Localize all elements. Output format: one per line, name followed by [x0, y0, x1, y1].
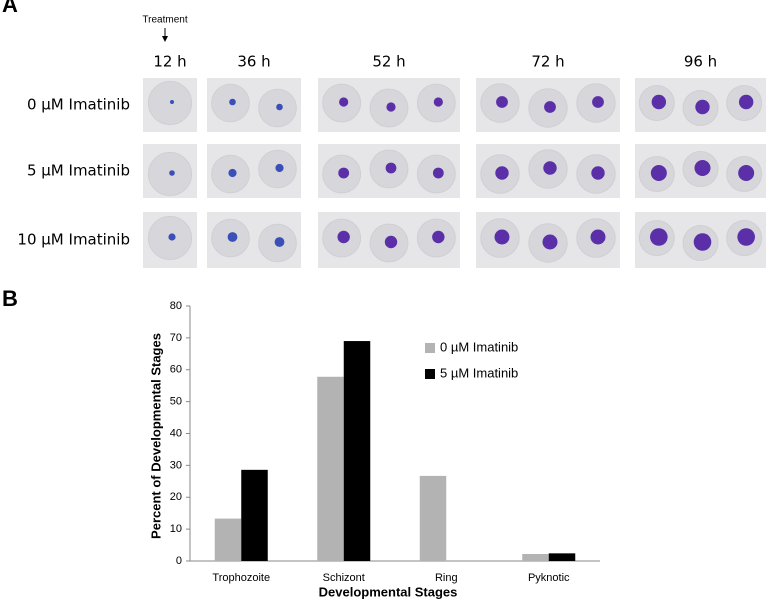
row-label: 5 µM Imatinib: [27, 162, 130, 180]
legend-swatch: [425, 369, 435, 379]
parasite: [227, 232, 238, 242]
parasite: [229, 98, 236, 106]
bar: [522, 553, 549, 561]
parasite: [542, 234, 558, 250]
y-tick-label: 40: [170, 427, 182, 439]
parasite: [169, 170, 175, 176]
y-tick-label: 80: [170, 300, 182, 312]
y-tick-label: 60: [170, 364, 182, 376]
parasite: [650, 228, 668, 246]
y-tick-label: 0: [176, 555, 182, 567]
panel-label: B: [2, 286, 18, 311]
parasite: [339, 97, 349, 107]
x-tick-label: Pyknotic: [528, 572, 570, 584]
y-tick-label: 30: [170, 459, 182, 471]
y-axis-label: Percent of Developmental Stages: [148, 333, 163, 539]
parasite: [228, 168, 237, 178]
legend-label: 0 µM Imatinib: [440, 339, 518, 354]
panel-label: A: [2, 0, 18, 17]
x-axis-label: Developmental Stages: [319, 584, 458, 599]
parasite: [738, 165, 755, 181]
column-label: 36 h: [237, 53, 270, 71]
y-tick-label: 20: [170, 491, 182, 503]
legend-swatch: [425, 343, 435, 353]
column-label: 72 h: [531, 53, 564, 71]
parasite: [495, 166, 509, 180]
row-label: 0 µM Imatinib: [27, 96, 130, 114]
parasite: [592, 96, 604, 108]
parasite: [337, 230, 350, 244]
x-tick-label: Trophozoite: [212, 572, 270, 584]
bar: [419, 475, 447, 561]
bar: [214, 518, 242, 561]
y-tick-label: 50: [170, 396, 182, 408]
row-label: 10 µM Imatinib: [17, 231, 130, 249]
parasite: [338, 167, 350, 179]
parasite: [384, 235, 398, 249]
parasite: [276, 103, 283, 111]
parasite: [432, 167, 444, 179]
x-tick-label: Ring: [435, 572, 458, 584]
parasite: [590, 229, 606, 245]
parasite: [494, 229, 510, 245]
parasite: [170, 100, 174, 104]
parasite: [496, 96, 508, 108]
y-tick-label: 10: [170, 523, 182, 535]
parasite: [432, 230, 445, 244]
parasite: [385, 162, 397, 174]
cell: [147, 80, 193, 126]
parasite: [651, 94, 667, 110]
parasite: [274, 237, 285, 247]
x-tick-label: Schizont: [323, 572, 365, 584]
bar: [548, 553, 576, 561]
parasite: [591, 166, 605, 180]
parasite: [694, 160, 711, 176]
parasite: [695, 99, 710, 115]
arrow-head: [162, 36, 168, 42]
parasite: [737, 228, 755, 246]
parasite: [386, 102, 396, 112]
legend-label: 5 µM Imatinib: [440, 365, 518, 380]
parasite: [168, 233, 176, 241]
parasite: [693, 233, 712, 251]
parasite: [433, 97, 443, 107]
treatment-label: Treatment: [142, 15, 187, 26]
parasite: [275, 163, 284, 173]
parasite: [738, 94, 754, 110]
column-label: 12 h: [153, 53, 186, 71]
parasite: [544, 101, 556, 113]
parasite: [650, 165, 667, 181]
parasite: [543, 161, 557, 175]
bar: [241, 469, 268, 561]
bar: [343, 341, 371, 561]
y-tick-label: 70: [170, 332, 182, 344]
column-label: 96 h: [684, 53, 717, 71]
column-label: 52 h: [372, 53, 405, 71]
bar: [317, 376, 344, 561]
